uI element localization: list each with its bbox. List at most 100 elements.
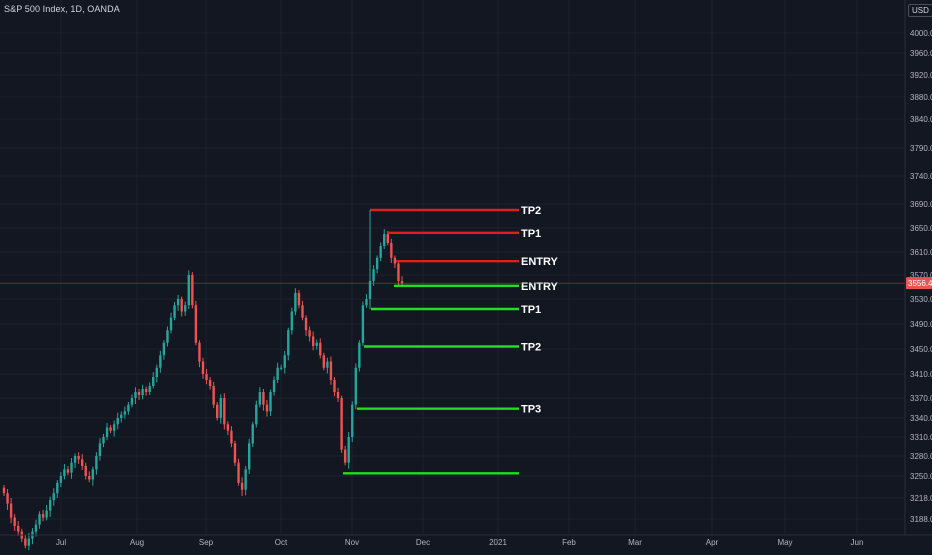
price-tick-label: 3530.0 <box>910 295 932 304</box>
price-tick-label: 3570.0 <box>910 271 932 280</box>
candle-body <box>134 392 137 398</box>
candle-body <box>311 336 315 346</box>
candle-body <box>6 493 9 504</box>
time-tick-label: Aug <box>130 538 144 547</box>
candle-body <box>322 355 326 368</box>
candle-body <box>251 424 254 444</box>
candle-body <box>120 414 123 418</box>
candle-body <box>343 449 347 463</box>
sell-label-2: ENTRY <box>521 256 559 268</box>
candle-body <box>361 305 365 343</box>
candle-body <box>63 469 66 476</box>
candle-body <box>283 355 286 368</box>
currency-badge[interactable]: USD <box>908 4 932 17</box>
candle-body <box>201 361 205 374</box>
candle-body <box>333 380 336 392</box>
time-tick-label: Apr <box>706 538 719 547</box>
candle-body <box>297 293 301 306</box>
price-tick-label: 3880.0 <box>910 93 932 102</box>
candle-body <box>148 386 151 392</box>
candle-body <box>34 524 38 532</box>
price-tick-label: 3410.0 <box>910 370 932 379</box>
candle-body <box>233 443 237 463</box>
price-tick-label: 3650.0 <box>910 224 932 233</box>
buy-label-1: TP1 <box>521 304 541 316</box>
candle-body <box>308 330 311 337</box>
candle-body <box>173 305 176 318</box>
buy-label-3: TP3 <box>521 404 541 416</box>
grid <box>0 0 905 535</box>
candle-body <box>240 482 244 490</box>
candle-body <box>88 476 91 480</box>
candle-body <box>13 517 16 526</box>
time-tick-label: 2021 <box>489 538 507 547</box>
trade-annotations[interactable]: TP2 TP1 ENTRY ENTRY TP1 TP2 TP3 <box>343 205 559 475</box>
candle-body <box>358 342 361 368</box>
candle-body <box>66 469 70 473</box>
price-tick-label: 3490.0 <box>910 320 932 329</box>
candle-body <box>159 355 162 368</box>
candle-body <box>180 299 183 312</box>
candle-body <box>127 404 130 412</box>
candle-body <box>208 380 212 386</box>
candles <box>2 229 404 552</box>
candle-body <box>17 526 20 532</box>
candle-body <box>184 305 187 312</box>
candle-body <box>155 367 159 377</box>
candle-body <box>393 257 397 264</box>
candle-body <box>91 469 95 480</box>
candle-body <box>315 342 318 346</box>
candle-body <box>194 305 198 343</box>
candle-body <box>56 482 59 494</box>
candle-body <box>137 392 141 395</box>
candle-body <box>255 404 258 425</box>
candle-body <box>383 234 386 246</box>
time-tick-label: Mar <box>628 538 642 547</box>
candle-body <box>45 510 48 518</box>
candle-body <box>9 503 13 518</box>
candle-body <box>237 462 240 483</box>
time-tick-label: Nov <box>345 538 359 547</box>
candle-body <box>304 317 308 331</box>
time-tick-label: Feb <box>562 538 576 547</box>
time-axis[interactable]: Jul Aug Sep Oct Nov Dec 2021 Feb Mar Apr May Jun <box>0 534 932 547</box>
candle-body <box>176 299 180 306</box>
candle-body <box>244 469 247 490</box>
price-tick-label: 3840.0 <box>910 115 932 124</box>
price-tick-label: 3920.0 <box>910 71 932 80</box>
candle-body <box>205 374 208 380</box>
candle-body <box>269 392 272 412</box>
candle-body <box>130 398 134 405</box>
candle-body <box>80 459 84 466</box>
price-tick-label: 3960.0 <box>910 49 932 58</box>
candle-body <box>226 424 230 431</box>
candle-body <box>123 411 127 415</box>
current-price-badge <box>906 277 932 290</box>
candle-body <box>276 367 279 380</box>
price-tick-label: 3280.0 <box>910 452 932 461</box>
candle-body <box>400 281 404 284</box>
candle-body <box>365 299 368 306</box>
price-axis[interactable]: 3188.0 3218.0 3250.0 3280.0 3310.0 3340.0 3370… <box>904 0 932 535</box>
price-tick-label: 3790.0 <box>910 144 932 153</box>
candle-body <box>70 462 73 473</box>
candle-body <box>340 398 343 450</box>
candle-body <box>198 342 201 362</box>
candle-body <box>98 443 102 456</box>
candle-body <box>41 514 45 518</box>
candle-body <box>390 243 393 258</box>
candle-body <box>95 456 98 470</box>
candle-body <box>52 493 55 501</box>
candle-body <box>187 275 190 306</box>
candle-body <box>326 361 329 368</box>
candle-body <box>169 317 173 331</box>
candle-body <box>336 392 340 398</box>
candle-body <box>141 389 144 395</box>
candle-body <box>258 392 262 405</box>
price-tick-label: 3740.0 <box>910 172 932 181</box>
candle-body <box>247 443 251 470</box>
candle-body <box>73 456 77 463</box>
sell-label-1: TP1 <box>521 228 541 240</box>
